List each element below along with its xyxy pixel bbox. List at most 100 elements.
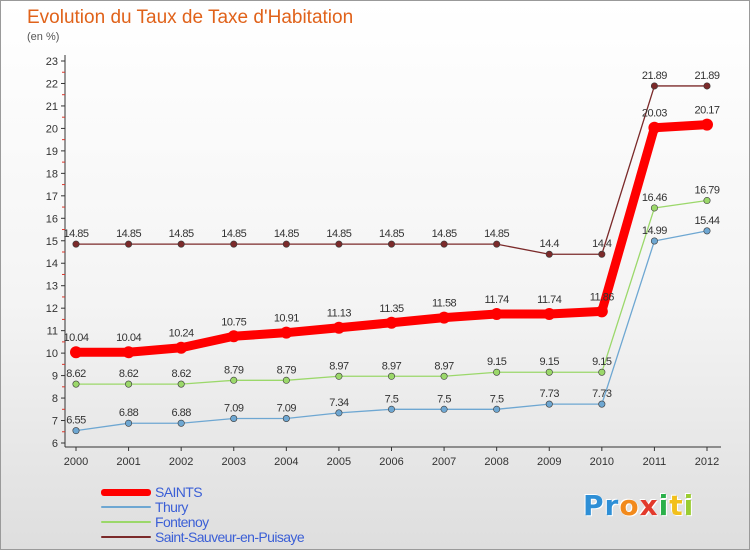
- data-point: [493, 405, 501, 413]
- data-point: [177, 240, 185, 248]
- data-label: 14.85: [169, 228, 194, 240]
- data-label: 7.73: [540, 388, 560, 400]
- y-tick-label: 22: [46, 78, 58, 90]
- x-tick-label: 2009: [537, 456, 561, 468]
- data-label: 8.62: [66, 368, 86, 380]
- data-point: [648, 121, 661, 134]
- data-label: 6.55: [66, 415, 86, 427]
- data-point: [282, 240, 290, 248]
- data-point: [595, 305, 608, 318]
- data-label: 9.15: [487, 356, 507, 368]
- data-label: 8.97: [382, 360, 402, 372]
- legend-item: Thury: [101, 499, 361, 515]
- y-tick-label: 9: [52, 371, 58, 383]
- data-point: [175, 341, 188, 354]
- legend-label: SAINTS: [155, 484, 203, 500]
- data-label: 14.4: [540, 238, 560, 250]
- data-point: [387, 405, 395, 413]
- data-label: 14.85: [221, 228, 246, 240]
- x-tick-label: 2002: [169, 456, 193, 468]
- data-point: [490, 308, 503, 321]
- data-label: 10.91: [274, 313, 299, 325]
- data-label: 8.97: [329, 360, 349, 372]
- data-point: [543, 308, 556, 321]
- data-label: 14.85: [116, 228, 141, 240]
- chart-legend: SAINTS Thury Fontenoy Saint-Sauveur-en-Puis…: [101, 484, 361, 545]
- y-tick-label: 13: [46, 281, 58, 293]
- legend-label: Fontenoy: [155, 514, 209, 530]
- data-point: [335, 240, 343, 248]
- data-point: [703, 197, 711, 205]
- data-point: [650, 237, 658, 245]
- y-tick-label: 16: [46, 213, 58, 225]
- data-label: 7.5: [490, 393, 504, 405]
- data-label: 14.85: [432, 228, 457, 240]
- data-label: 8.62: [119, 368, 139, 380]
- logo-letter: P: [583, 489, 605, 522]
- x-tick-label: 2012: [695, 456, 719, 468]
- y-tick-label: 8: [52, 393, 58, 405]
- data-point: [545, 400, 553, 408]
- x-tick-label: 2004: [274, 456, 298, 468]
- data-point: [227, 330, 240, 343]
- data-label: 14.4: [592, 238, 612, 250]
- data-point: [545, 368, 553, 376]
- legend-swatch: [101, 536, 151, 538]
- x-tick-label: 2003: [222, 456, 246, 468]
- legend-swatch: [101, 488, 151, 496]
- x-tick-label: 2005: [327, 456, 351, 468]
- y-tick-label: 7: [52, 416, 58, 428]
- data-point: [598, 250, 606, 258]
- data-point: [125, 419, 133, 427]
- data-point: [335, 372, 343, 380]
- data-label: 21.89: [694, 70, 719, 82]
- x-tick-label: 2010: [590, 456, 614, 468]
- data-label: 9.15: [540, 356, 560, 368]
- data-label: 6.88: [119, 407, 139, 419]
- data-point: [125, 380, 133, 388]
- data-label: 14.85: [63, 228, 88, 240]
- data-point: [385, 316, 398, 329]
- logo-letter: o: [619, 489, 640, 522]
- data-label: 10.04: [63, 332, 88, 344]
- data-label: 15.44: [694, 215, 719, 227]
- legend-swatch: [101, 506, 151, 508]
- legend-label: Saint-Sauveur-en-Puisaye: [155, 529, 305, 545]
- chart-unit-label: (en %): [27, 31, 60, 43]
- data-point: [387, 240, 395, 248]
- data-point: [493, 240, 501, 248]
- x-tick-label: 2011: [643, 456, 667, 468]
- data-label: 9.15: [592, 356, 612, 368]
- y-tick-label: 23: [46, 56, 58, 68]
- logo-letter: i: [658, 489, 670, 522]
- data-label: 14.85: [274, 228, 299, 240]
- data-point: [122, 346, 135, 359]
- data-label: 20.03: [642, 108, 667, 120]
- data-label: 16.46: [642, 192, 667, 204]
- logo-letter: i: [683, 489, 695, 522]
- data-label: 7.09: [277, 403, 297, 415]
- data-label: 8.62: [171, 368, 191, 380]
- y-tick-label: 10: [46, 348, 58, 360]
- y-tick-label: 6: [52, 438, 58, 450]
- data-label: 14.99: [642, 225, 667, 237]
- y-tick-label: 20: [46, 123, 58, 135]
- data-point: [230, 240, 238, 248]
- data-label: 7.73: [592, 388, 612, 400]
- data-label: 11.35: [379, 303, 404, 315]
- data-point: [440, 240, 448, 248]
- data-point: [440, 372, 448, 380]
- data-label: 11.86: [590, 291, 615, 303]
- x-tick-label: 2000: [64, 456, 88, 468]
- x-tick-label: 2001: [116, 456, 140, 468]
- y-tick-label: 17: [46, 191, 58, 203]
- data-label: 14.85: [484, 228, 509, 240]
- data-label: 7.5: [385, 393, 399, 405]
- data-label: 14.85: [379, 228, 404, 240]
- data-point: [70, 346, 82, 359]
- y-tick-label: 21: [46, 101, 58, 113]
- data-label: 8.79: [277, 364, 297, 376]
- data-point: [440, 405, 448, 413]
- data-label: 7.09: [224, 403, 244, 415]
- data-label: 10.04: [116, 332, 141, 344]
